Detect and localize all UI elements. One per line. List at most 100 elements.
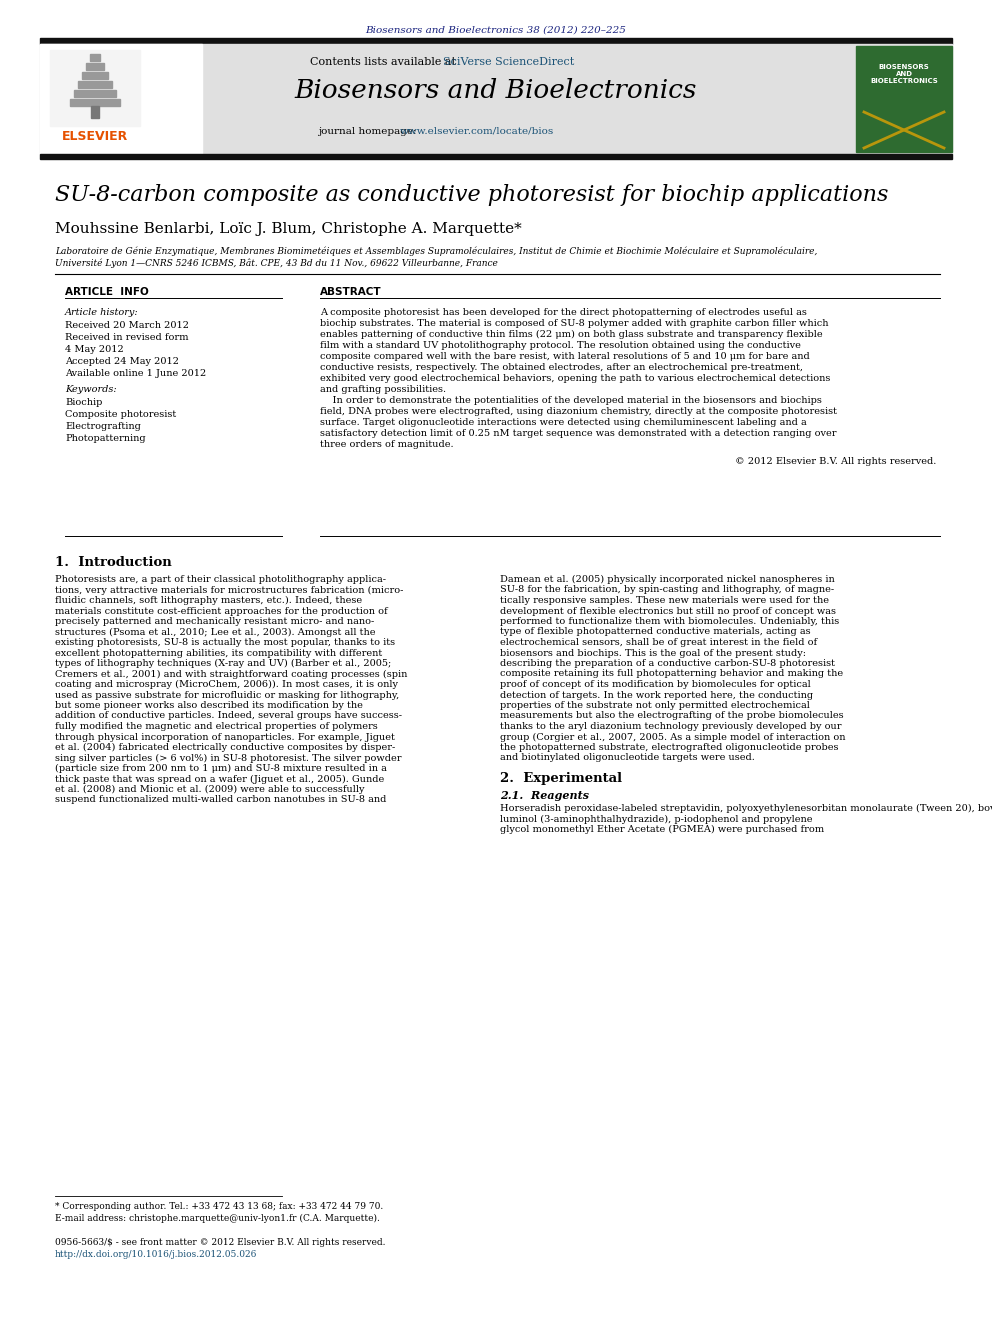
Bar bbox=[40, 153, 952, 159]
Text: thick paste that was spread on a wafer (Jiguet et al., 2005). Gunde: thick paste that was spread on a wafer (… bbox=[55, 774, 384, 783]
Bar bbox=[50, 50, 140, 126]
Text: coating and microspray (MicroChem, 2006)). In most cases, it is only: coating and microspray (MicroChem, 2006)… bbox=[55, 680, 398, 689]
Text: 2.  Experimental: 2. Experimental bbox=[500, 773, 622, 785]
Bar bbox=[70, 99, 120, 106]
Text: Biosensors and Bioelectronics 38 (2012) 220–225: Biosensors and Bioelectronics 38 (2012) … bbox=[366, 26, 626, 34]
Text: enables patterning of conductive thin films (22 μm) on both glass substrate and : enables patterning of conductive thin fi… bbox=[320, 329, 822, 339]
Text: ABSTRACT: ABSTRACT bbox=[320, 287, 382, 296]
Text: 2.1.  Reagents: 2.1. Reagents bbox=[500, 790, 589, 800]
Text: Keywords:: Keywords: bbox=[65, 385, 117, 394]
Text: Horseradish peroxidase-labeled streptavidin, polyoxyethylenesorbitan monolaurate: Horseradish peroxidase-labeled streptavi… bbox=[500, 804, 992, 814]
Text: Article history:: Article history: bbox=[65, 308, 139, 318]
Text: www.elsevier.com/locate/bios: www.elsevier.com/locate/bios bbox=[400, 127, 555, 136]
Text: performed to functionalize them with biomolecules. Undeniably, this: performed to functionalize them with bio… bbox=[500, 617, 839, 626]
Text: et al. (2004) fabricated electrically conductive composites by disper-: et al. (2004) fabricated electrically co… bbox=[55, 744, 395, 751]
Text: A composite photoresist has been developed for the direct photopatterning of ele: A composite photoresist has been develop… bbox=[320, 308, 806, 318]
Text: suspend functionalized multi-walled carbon nanotubes in SU-8 and: suspend functionalized multi-walled carb… bbox=[55, 795, 386, 804]
Bar bbox=[82, 71, 108, 79]
Text: conductive resists, respectively. The obtained electrodes, after an electrochemi: conductive resists, respectively. The ob… bbox=[320, 363, 803, 372]
Text: and biotinylated oligonucleotide targets were used.: and biotinylated oligonucleotide targets… bbox=[500, 754, 755, 762]
Text: composite compared well with the bare resist, with lateral resolutions of 5 and : composite compared well with the bare re… bbox=[320, 352, 809, 361]
Text: development of flexible electronics but still no proof of concept was: development of flexible electronics but … bbox=[500, 606, 836, 615]
Text: used as passive substrate for microfluidic or masking for lithography,: used as passive substrate for microfluid… bbox=[55, 691, 399, 700]
Text: sing silver particles (> 6 vol%) in SU-8 photoresist. The silver powder: sing silver particles (> 6 vol%) in SU-8… bbox=[55, 754, 402, 762]
Text: the photopatterned substrate, electrografted oligonucleotide probes: the photopatterned substrate, electrogra… bbox=[500, 744, 838, 751]
Text: structures (Psoma et al., 2010; Lee et al., 2003). Amongst all the: structures (Psoma et al., 2010; Lee et a… bbox=[55, 627, 376, 636]
Bar bbox=[40, 44, 952, 153]
Text: Biochip: Biochip bbox=[65, 398, 102, 407]
Text: type of flexible photopatterned conductive materials, acting as: type of flexible photopatterned conducti… bbox=[500, 627, 810, 636]
Text: proof of concept of its modification by biomolecules for optical: proof of concept of its modification by … bbox=[500, 680, 810, 689]
Text: Cremers et al., 2001) and with straightforward coating processes (spin: Cremers et al., 2001) and with straightf… bbox=[55, 669, 408, 679]
Text: through physical incorporation of nanoparticles. For example, Jiguet: through physical incorporation of nanopa… bbox=[55, 733, 395, 741]
Text: http://dx.doi.org/10.1016/j.bios.2012.05.026: http://dx.doi.org/10.1016/j.bios.2012.05… bbox=[55, 1250, 257, 1259]
Text: film with a standard UV photolithography protocol. The resolution obtained using: film with a standard UV photolithography… bbox=[320, 341, 801, 351]
Text: Received 20 March 2012: Received 20 March 2012 bbox=[65, 321, 189, 329]
Text: tically responsive samples. These new materials were used for the: tically responsive samples. These new ma… bbox=[500, 595, 829, 605]
Bar bbox=[40, 38, 952, 44]
Text: materials constitute cost-efficient approaches for the production of: materials constitute cost-efficient appr… bbox=[55, 606, 388, 615]
Bar bbox=[90, 54, 100, 61]
Text: detection of targets. In the work reported here, the conducting: detection of targets. In the work report… bbox=[500, 691, 813, 700]
Text: et al. (2008) and Mionic et al. (2009) were able to successfully: et al. (2008) and Mionic et al. (2009) w… bbox=[55, 785, 364, 794]
Text: but some pioneer works also described its modification by the: but some pioneer works also described it… bbox=[55, 701, 363, 710]
Text: luminol (3-aminophthalhydrazide), p-iodophenol and propylene: luminol (3-aminophthalhydrazide), p-iodo… bbox=[500, 815, 812, 824]
Bar bbox=[91, 106, 99, 118]
Text: SU-8 for the fabrication, by spin-casting and lithography, of magne-: SU-8 for the fabrication, by spin-castin… bbox=[500, 586, 834, 594]
Text: addition of conductive particles. Indeed, several groups have success-: addition of conductive particles. Indeed… bbox=[55, 712, 402, 721]
Text: 0956-5663/$ - see front matter © 2012 Elsevier B.V. All rights reserved.: 0956-5663/$ - see front matter © 2012 El… bbox=[55, 1238, 386, 1248]
Bar bbox=[78, 81, 112, 89]
Text: excellent photopatterning abilities, its compatibility with different: excellent photopatterning abilities, its… bbox=[55, 648, 382, 658]
Text: properties of the substrate not only permitted electrochemical: properties of the substrate not only per… bbox=[500, 701, 809, 710]
Text: composite retaining its full photopatterning behavior and making the: composite retaining its full photopatter… bbox=[500, 669, 843, 679]
Text: types of lithography techniques (X-ray and UV) (Barber et al., 2005;: types of lithography techniques (X-ray a… bbox=[55, 659, 391, 668]
Text: 4 May 2012: 4 May 2012 bbox=[65, 345, 124, 355]
Text: Damean et al. (2005) physically incorporated nickel nanospheres in: Damean et al. (2005) physically incorpor… bbox=[500, 576, 834, 585]
Text: satisfactory detection limit of 0.25 nM target sequence was demonstrated with a : satisfactory detection limit of 0.25 nM … bbox=[320, 429, 836, 438]
Text: Université Lyon 1—CNRS 5246 ICBMS, Bât. CPE, 43 Bd du 11 Nov., 69622 Villeurbann: Université Lyon 1—CNRS 5246 ICBMS, Bât. … bbox=[55, 259, 498, 269]
Text: Photopatterning: Photopatterning bbox=[65, 434, 146, 443]
Bar bbox=[86, 64, 104, 70]
Text: Accepted 24 May 2012: Accepted 24 May 2012 bbox=[65, 357, 179, 366]
Text: three orders of magnitude.: three orders of magnitude. bbox=[320, 441, 453, 448]
Text: group (Corgier et al., 2007, 2005. As a simple model of interaction on: group (Corgier et al., 2007, 2005. As a … bbox=[500, 733, 845, 742]
Text: Electrografting: Electrografting bbox=[65, 422, 141, 431]
Text: (particle size from 200 nm to 1 μm) and SU-8 mixture resulted in a: (particle size from 200 nm to 1 μm) and … bbox=[55, 763, 387, 773]
Text: 1.  Introduction: 1. Introduction bbox=[55, 556, 172, 569]
Text: electrochemical sensors, shall be of great interest in the field of: electrochemical sensors, shall be of gre… bbox=[500, 638, 817, 647]
Text: E-mail address: christophe.marquette@univ-lyon1.fr (C.A. Marquette).: E-mail address: christophe.marquette@uni… bbox=[55, 1215, 380, 1224]
Text: Contents lists available at: Contents lists available at bbox=[310, 57, 459, 67]
Text: Photoresists are, a part of their classical photolithography applica-: Photoresists are, a part of their classi… bbox=[55, 576, 386, 583]
Text: fully modified the magnetic and electrical properties of polymers: fully modified the magnetic and electric… bbox=[55, 722, 378, 732]
Text: thanks to the aryl diazonium technology previously developed by our: thanks to the aryl diazonium technology … bbox=[500, 722, 841, 732]
Text: SciVerse ScienceDirect: SciVerse ScienceDirect bbox=[443, 57, 574, 67]
Text: ARTICLE  INFO: ARTICLE INFO bbox=[65, 287, 149, 296]
Text: Biosensors and Bioelectronics: Biosensors and Bioelectronics bbox=[295, 78, 697, 103]
Text: glycol monomethyl Ether Acetate (PGMEA) were purchased from: glycol monomethyl Ether Acetate (PGMEA) … bbox=[500, 826, 824, 833]
Text: field, DNA probes were electrografted, using diazonium chemistry, directly at th: field, DNA probes were electrografted, u… bbox=[320, 407, 837, 415]
Text: surface. Target oligonucleotide interactions were detected using chemiluminescen: surface. Target oligonucleotide interact… bbox=[320, 418, 806, 427]
Text: Received in revised form: Received in revised form bbox=[65, 333, 188, 343]
Text: fluidic channels, soft lithography masters, etc.). Indeed, these: fluidic channels, soft lithography maste… bbox=[55, 595, 362, 605]
Bar bbox=[74, 90, 116, 97]
Text: tions, very attractive materials for microstructures fabrication (micro-: tions, very attractive materials for mic… bbox=[55, 586, 404, 594]
Text: Mouhssine Benlarbi, Loïc J. Blum, Christophe A. Marquette*: Mouhssine Benlarbi, Loïc J. Blum, Christ… bbox=[55, 222, 522, 235]
Text: describing the preparation of a conductive carbon-SU-8 photoresist: describing the preparation of a conducti… bbox=[500, 659, 835, 668]
Bar bbox=[40, 44, 202, 153]
Text: measurements but also the electrografting of the probe biomolecules: measurements but also the electrograftin… bbox=[500, 712, 843, 721]
Text: existing photoresists, SU-8 is actually the most popular, thanks to its: existing photoresists, SU-8 is actually … bbox=[55, 638, 395, 647]
Text: © 2012 Elsevier B.V. All rights reserved.: © 2012 Elsevier B.V. All rights reserved… bbox=[735, 456, 936, 466]
Text: SU-8-carbon composite as conductive photoresist for biochip applications: SU-8-carbon composite as conductive phot… bbox=[55, 184, 889, 206]
Text: and grafting possibilities.: and grafting possibilities. bbox=[320, 385, 446, 394]
Text: biosensors and biochips. This is the goal of the present study:: biosensors and biochips. This is the goa… bbox=[500, 648, 806, 658]
Text: ELSEVIER: ELSEVIER bbox=[62, 130, 128, 143]
Text: biochip substrates. The material is composed of SU-8 polymer added with graphite: biochip substrates. The material is comp… bbox=[320, 319, 828, 328]
Text: Laboratoire de Génie Enzymatique, Membranes Biomimetéiques et Assemblages Supram: Laboratoire de Génie Enzymatique, Membra… bbox=[55, 247, 817, 257]
Text: In order to demonstrate the potentialities of the developed material in the bios: In order to demonstrate the potentialiti… bbox=[320, 396, 822, 405]
Text: Composite photoresist: Composite photoresist bbox=[65, 410, 177, 419]
Text: BIOSENSORS
AND
BIOELECTRONICS: BIOSENSORS AND BIOELECTRONICS bbox=[870, 64, 937, 83]
Text: Available online 1 June 2012: Available online 1 June 2012 bbox=[65, 369, 206, 378]
Text: exhibited very good electrochemical behaviors, opening the path to various elect: exhibited very good electrochemical beha… bbox=[320, 374, 830, 382]
Text: journal homepage:: journal homepage: bbox=[318, 127, 420, 136]
Text: * Corresponding author. Tel.: +33 472 43 13 68; fax: +33 472 44 79 70.: * Corresponding author. Tel.: +33 472 43… bbox=[55, 1203, 383, 1211]
